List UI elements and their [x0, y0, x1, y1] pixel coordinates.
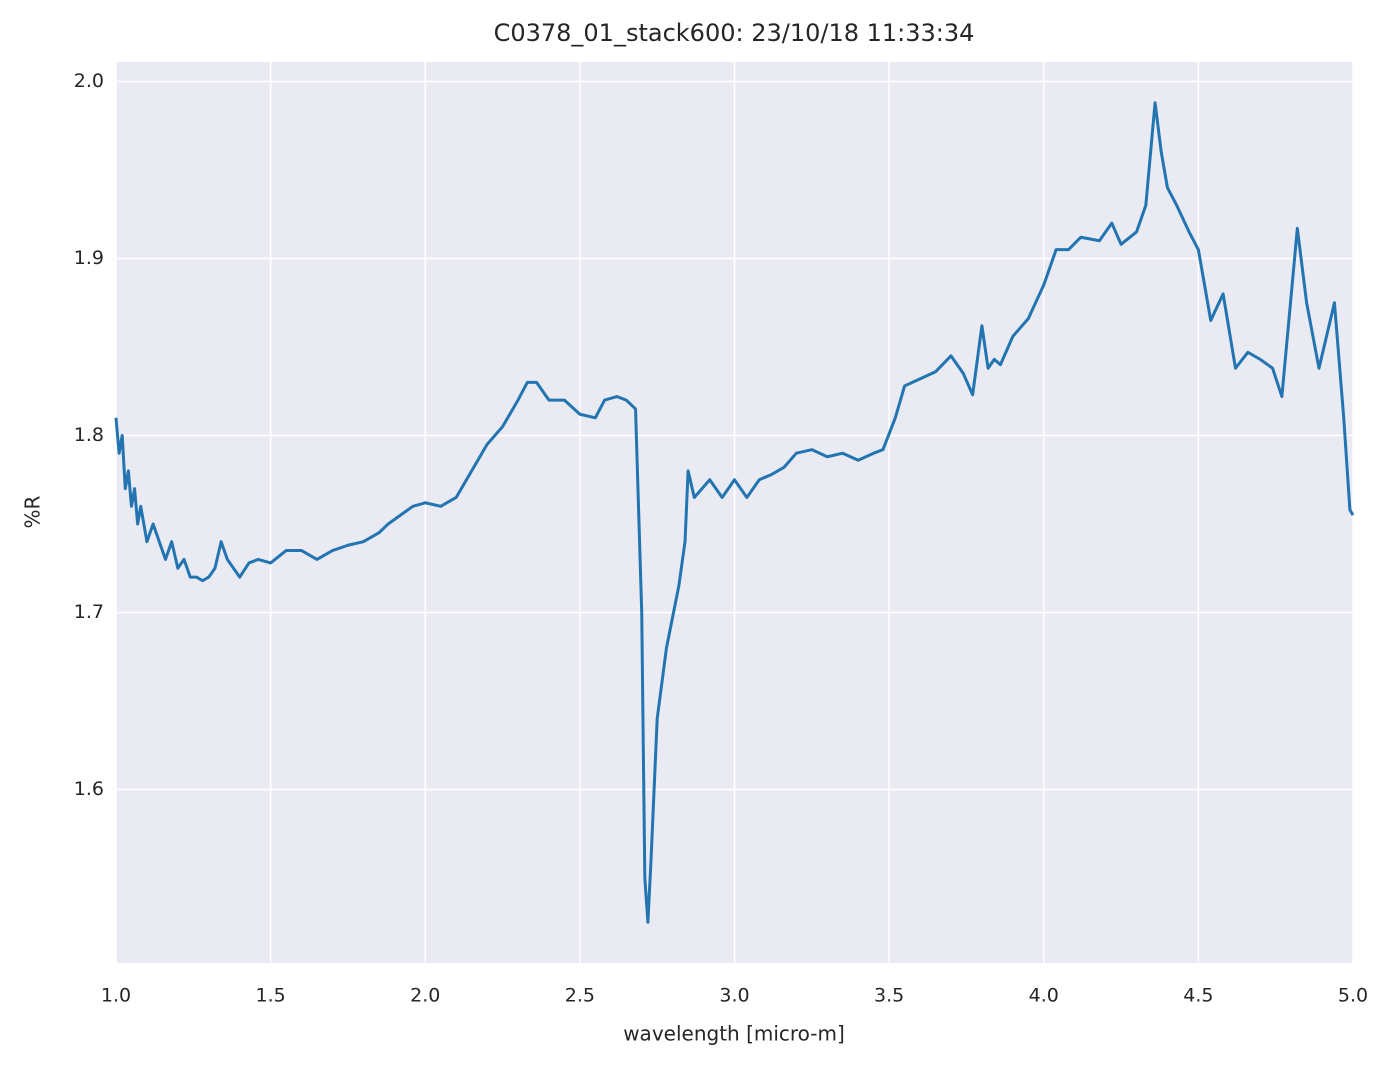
- x-tick-label: 2.0: [410, 985, 440, 1007]
- x-tick-label: 3.0: [719, 985, 749, 1007]
- x-tick-label: 1.0: [101, 985, 131, 1007]
- data-line: [114, 101, 1355, 924]
- y-tick-label: 2.0: [74, 70, 104, 92]
- x-axis-label: wavelength [micro-m]: [623, 1022, 845, 1046]
- x-tick-label: 2.5: [565, 985, 595, 1007]
- x-tick-label: 5.0: [1338, 985, 1368, 1007]
- y-tick-label: 1.8: [74, 424, 104, 446]
- y-tick-label: 1.9: [74, 247, 104, 269]
- y-tick-label: 1.6: [74, 778, 104, 800]
- x-tick-label: 4.0: [1029, 985, 1059, 1007]
- x-tick-label: 4.5: [1183, 985, 1213, 1007]
- chart-title: C0378_01_stack600: 23/10/18 11:33:34: [494, 19, 975, 47]
- x-tick-label: 1.5: [256, 985, 286, 1007]
- y-axis-label: %R: [21, 495, 45, 528]
- y-tick-label: 1.7: [74, 601, 104, 623]
- x-tick-label: 3.5: [874, 985, 904, 1007]
